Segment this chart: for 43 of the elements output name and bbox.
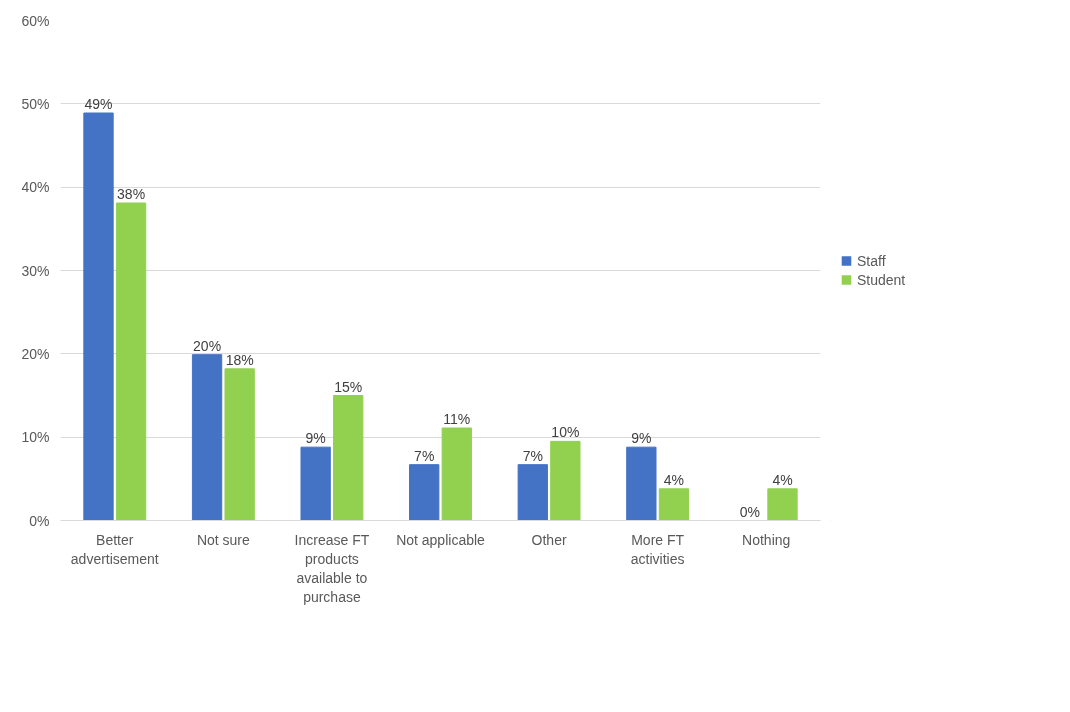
bar	[115, 202, 147, 521]
bar	[658, 488, 690, 521]
bar	[626, 446, 657, 521]
data-label: 10%	[551, 424, 580, 441]
bar	[191, 354, 223, 521]
y-tick-label: 10%	[21, 429, 50, 446]
bar	[409, 464, 440, 521]
bar	[767, 488, 798, 521]
legend-label: Student	[857, 271, 906, 288]
bar	[83, 112, 114, 521]
x-tick-label: Better advertisement	[70, 531, 159, 567]
x-tick-label: Not sure	[196, 531, 251, 548]
data-label: 0%	[739, 503, 761, 520]
bar	[550, 440, 581, 521]
y-tick-label: 20%	[21, 345, 50, 362]
x-tick-label: Not applicable	[396, 531, 486, 548]
y-tick-label: 50%	[21, 95, 50, 112]
bar	[441, 427, 472, 521]
legend-label: Staff	[857, 252, 886, 269]
data-label: 4%	[663, 471, 685, 488]
data-label: 9%	[305, 430, 326, 447]
bar	[224, 368, 255, 521]
data-label: 9%	[631, 430, 652, 447]
y-tick-label: 0%	[29, 512, 50, 529]
x-tick-label: Increase FT products available to purchase	[294, 531, 370, 606]
x-tick-label: Nothing	[742, 531, 791, 548]
bar	[517, 464, 548, 521]
data-label: 20%	[193, 337, 222, 354]
bar	[333, 395, 364, 521]
data-label: 7%	[522, 447, 543, 464]
data-label: 38%	[117, 186, 146, 202]
data-label: 18%	[225, 351, 254, 368]
y-tick-label: 60%	[21, 12, 50, 29]
data-label: 49%	[84, 96, 113, 112]
y-tick-label: 30%	[21, 262, 50, 279]
bar	[300, 446, 331, 521]
data-label: 11%	[443, 411, 471, 427]
data-label: 4%	[772, 471, 793, 488]
y-tick-label: 40%	[21, 179, 50, 196]
data-label: 7%	[414, 447, 435, 464]
x-tick-label: More FT activities	[630, 531, 685, 567]
data-label: 15%	[334, 378, 363, 395]
x-tick-label: Other	[531, 531, 567, 548]
